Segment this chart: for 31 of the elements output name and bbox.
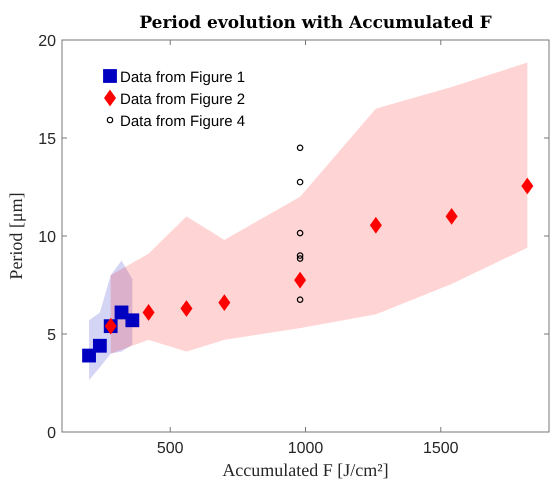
point [142, 304, 155, 321]
x-tick-label: 1500 [422, 440, 459, 457]
y-tick-label: 0 [47, 425, 56, 442]
point [180, 300, 192, 317]
point [370, 216, 382, 234]
point [92, 338, 107, 353]
point [296, 252, 304, 259]
point [294, 272, 306, 288]
x-tick-label: 1000 [288, 440, 324, 457]
point [296, 255, 304, 262]
legend-label: Data from Figure 2 [120, 91, 246, 108]
legend-label: Data from Figure 1 [120, 69, 246, 86]
point [296, 230, 304, 236]
legend-label: Data from Figure 4 [120, 113, 246, 130]
point [82, 348, 96, 362]
point [114, 306, 128, 320]
point [125, 313, 140, 328]
y-tick-label: 5 [47, 327, 56, 344]
point [521, 178, 534, 194]
point [218, 294, 230, 312]
point [446, 208, 458, 225]
chart-title: Period evolution with Accumulated F [139, 13, 492, 33]
y-tick-label: 10 [38, 229, 56, 246]
point [296, 296, 304, 303]
y-axis-title: Period [μm] [6, 192, 26, 280]
y-tick-label: 20 [38, 33, 56, 50]
x-axis-title: Accumulated F [J/cm²] [222, 460, 389, 480]
point [296, 144, 304, 152]
x-tick-label: 500 [156, 440, 184, 457]
y-tick-label: 15 [38, 131, 56, 148]
point [296, 178, 304, 186]
